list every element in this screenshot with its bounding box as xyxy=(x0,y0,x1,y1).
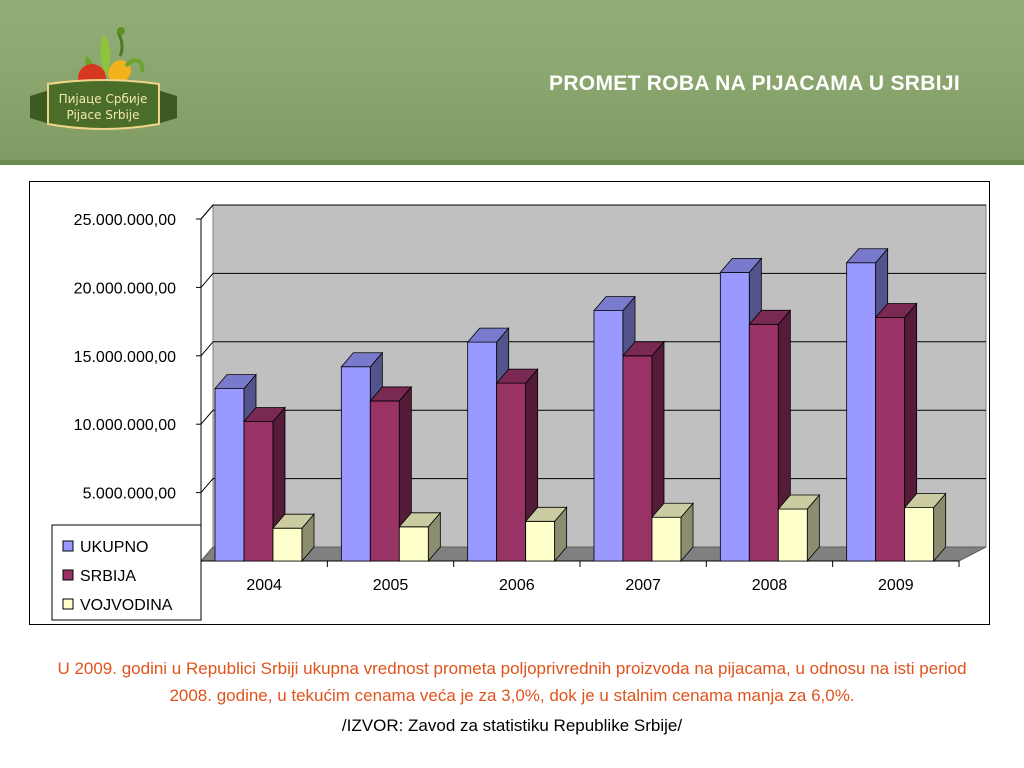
bar-top xyxy=(214,374,257,390)
bar-srbija-2006 xyxy=(496,382,527,562)
legend-swatch-ukupno xyxy=(62,540,74,552)
bar-vojvodina-2009 xyxy=(904,507,935,562)
gridline-depth xyxy=(200,409,214,425)
bar-top xyxy=(398,512,442,528)
bar-srbija-2007 xyxy=(622,355,653,562)
y-tick-label: 10.000.000,00 xyxy=(74,417,176,434)
legend-swatch-srbija xyxy=(62,569,74,581)
legend-label-vojvodina: VOJVODINA xyxy=(80,597,173,614)
x-tick-label: 2005 xyxy=(373,577,409,594)
gridline-depth xyxy=(200,204,214,220)
header-band xyxy=(0,0,1024,163)
bar-top xyxy=(748,309,792,325)
bar-top xyxy=(777,494,821,510)
chart-caption: U 2009. godini u Republici Srbiji ukupna… xyxy=(57,659,967,705)
bar-ukupno-2007 xyxy=(593,310,624,562)
bar-srbija-2009 xyxy=(875,317,906,562)
bar-vojvodina-2006 xyxy=(525,520,556,562)
legend-label-srbija: SRBIJA xyxy=(80,568,136,585)
bar-top xyxy=(369,386,413,402)
bar-top xyxy=(903,493,947,509)
x-tick-label: 2006 xyxy=(499,577,535,594)
bar-top xyxy=(874,303,918,318)
page-title: PROMET ROBA NA PIJACAMA U SRBIJI xyxy=(549,72,960,95)
legend-swatch-vojvodina xyxy=(62,598,74,610)
bar-top xyxy=(593,296,636,312)
chart-legend xyxy=(51,524,202,621)
bar-top xyxy=(622,341,665,357)
x-tick-label: 2007 xyxy=(625,577,661,594)
y-tick-label: 20.000.000,00 xyxy=(74,280,176,297)
bar-vojvodina-2005 xyxy=(398,526,429,562)
source-note: /IZVOR: Zavod za statistiku Republike Sr… xyxy=(341,716,683,735)
logo-line2: Pijace Srbije xyxy=(66,108,139,122)
bar-top xyxy=(243,407,286,422)
bar-ukupno-2009 xyxy=(846,262,877,562)
logo-line1: Пијаце Србије xyxy=(59,92,148,106)
bar-ukupno-2005 xyxy=(340,366,371,562)
x-tick-label: 2004 xyxy=(246,577,282,594)
bar-ukupno-2004 xyxy=(214,388,245,562)
bar-top xyxy=(495,368,539,384)
logo: Пијаце Србије Pijace Srbije xyxy=(30,27,177,130)
bar-top xyxy=(651,502,694,518)
gridline-depth xyxy=(200,341,214,357)
legend-label-ukupno: UKUPNO xyxy=(80,539,148,556)
bar-srbija-2008 xyxy=(748,323,779,562)
gridline-depth xyxy=(200,478,214,493)
bar-top xyxy=(272,513,315,529)
bar-vojvodina-2007 xyxy=(651,516,682,562)
chart-side-wall xyxy=(200,203,214,563)
bar-top xyxy=(524,506,568,522)
bar-ukupno-2008 xyxy=(719,271,750,562)
y-tick-label: 5.000.000,00 xyxy=(83,486,177,503)
bar-top xyxy=(845,248,889,264)
bar-srbija-2005 xyxy=(369,400,400,562)
bar-top xyxy=(719,257,763,273)
x-tick-label: 2009 xyxy=(878,577,914,594)
header-divider xyxy=(0,160,1024,165)
bar-ukupno-2006 xyxy=(467,341,498,562)
chart-frame: 25.000.000,00 20.000.000,00 15.000.000,00 1… xyxy=(29,181,990,625)
bar-srbija-2004 xyxy=(243,421,274,562)
bar-chart: 25.000.000,00 20.000.000,00 15.000.000,00 1… xyxy=(51,203,987,621)
y-tick-label: 15.000.000,00 xyxy=(74,349,176,366)
x-tick-label: 2008 xyxy=(752,577,788,594)
gridline-depth xyxy=(200,273,214,288)
bar-top xyxy=(340,352,384,368)
bar-vojvodina-2008 xyxy=(777,508,808,562)
bar-vojvodina-2004 xyxy=(272,527,303,562)
y-tick-label: 25.000.000,00 xyxy=(74,212,176,229)
bar-top xyxy=(466,327,510,343)
